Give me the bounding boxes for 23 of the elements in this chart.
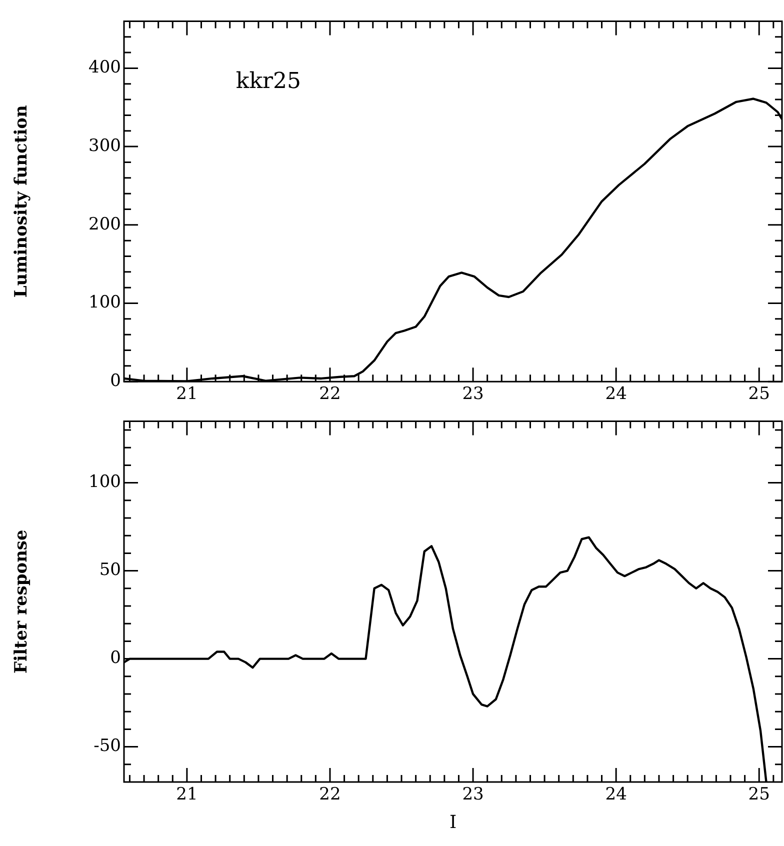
y-tick-label: 50 <box>99 560 121 580</box>
y-tick-label: 200 <box>88 214 121 234</box>
y-tick-label: -50 <box>94 736 121 756</box>
annotation: kkr25 <box>236 69 302 94</box>
y-axis-title: Luminosity function <box>12 105 32 298</box>
x-tick-label: 24 <box>605 384 627 404</box>
x-tick-label: 25 <box>748 384 770 404</box>
y-tick-label: 0 <box>110 371 121 392</box>
x-tick-label: 23 <box>462 384 484 404</box>
y-tick-label: 100 <box>88 292 121 313</box>
y-axis-title: Filter response <box>12 530 32 674</box>
x-tick-label: 21 <box>176 784 198 805</box>
x-tick-label: 21 <box>176 384 198 404</box>
x-axis-title: I <box>449 812 457 833</box>
y-tick-label: 400 <box>88 58 121 78</box>
y-tick-label: 0 <box>110 648 121 668</box>
x-tick-label: 25 <box>748 784 770 805</box>
y-tick-label: 300 <box>88 136 121 156</box>
x-tick-label: 22 <box>319 384 341 404</box>
x-tick-label: 23 <box>462 784 484 805</box>
x-tick-label: 24 <box>605 784 627 805</box>
y-tick-label: 100 <box>88 472 121 492</box>
x-tick-label: 22 <box>319 784 341 805</box>
